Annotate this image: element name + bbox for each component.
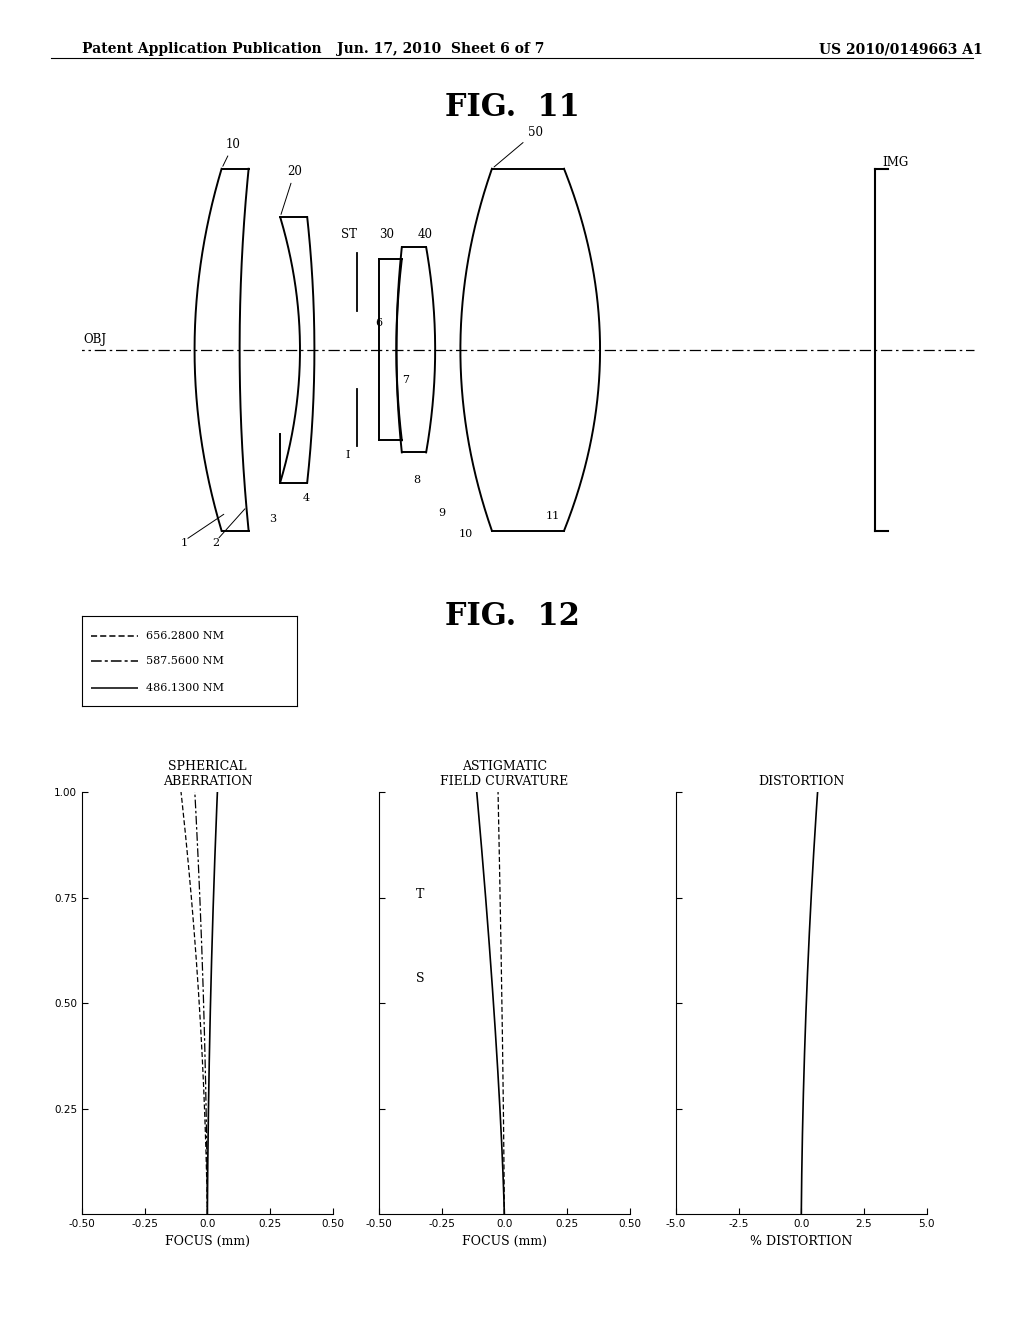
- Text: I: I: [345, 450, 349, 461]
- Text: 50: 50: [494, 125, 543, 168]
- Text: FIG.  11: FIG. 11: [444, 92, 580, 123]
- Text: IMG: IMG: [882, 156, 908, 169]
- Text: 30: 30: [379, 228, 394, 242]
- Text: 587.5600 NM: 587.5600 NM: [146, 656, 224, 667]
- Text: S: S: [416, 972, 424, 985]
- Text: ST: ST: [341, 228, 357, 242]
- Text: 7: 7: [401, 375, 409, 385]
- Text: Jun. 17, 2010  Sheet 6 of 7: Jun. 17, 2010 Sheet 6 of 7: [337, 42, 544, 57]
- Text: T: T: [416, 887, 424, 900]
- Text: 4: 4: [303, 492, 310, 503]
- Text: 40: 40: [417, 228, 432, 242]
- Text: Patent Application Publication: Patent Application Publication: [82, 42, 322, 57]
- Text: 8: 8: [414, 475, 421, 484]
- Title: SPHERICAL
ABERRATION: SPHERICAL ABERRATION: [163, 760, 252, 788]
- Text: FIG.  12: FIG. 12: [444, 601, 580, 631]
- Text: 486.1300 NM: 486.1300 NM: [146, 684, 224, 693]
- Text: OBJ: OBJ: [84, 333, 106, 346]
- Text: 6: 6: [375, 318, 382, 327]
- X-axis label: FOCUS (mm): FOCUS (mm): [462, 1234, 547, 1247]
- Text: 1: 1: [181, 539, 188, 548]
- Text: 10: 10: [459, 529, 473, 539]
- Text: 656.2800 NM: 656.2800 NM: [146, 631, 224, 642]
- Text: 10: 10: [223, 137, 241, 166]
- Text: 20: 20: [281, 165, 302, 214]
- X-axis label: FOCUS (mm): FOCUS (mm): [165, 1234, 250, 1247]
- Text: US 2010/0149663 A1: US 2010/0149663 A1: [819, 42, 983, 57]
- Text: 9: 9: [438, 508, 445, 517]
- Text: 11: 11: [546, 511, 560, 521]
- Text: 2: 2: [213, 539, 220, 548]
- Title: DISTORTION: DISTORTION: [758, 775, 845, 788]
- Text: 3: 3: [269, 513, 276, 524]
- Title: ASTIGMATIC
FIELD CURVATURE: ASTIGMATIC FIELD CURVATURE: [440, 760, 568, 788]
- X-axis label: % DISTORTION: % DISTORTION: [751, 1234, 852, 1247]
